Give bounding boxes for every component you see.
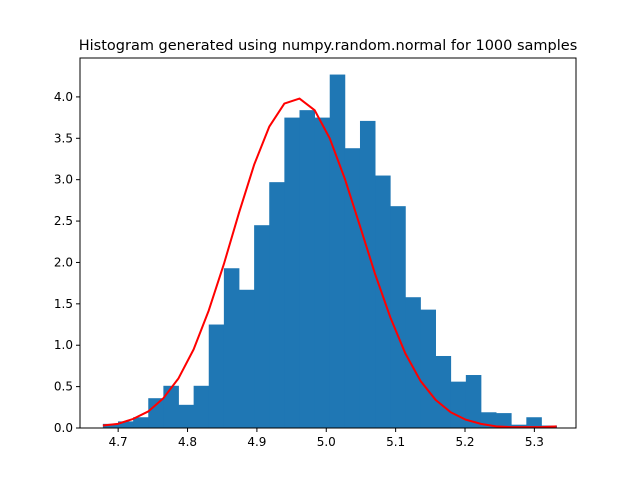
y-tick-label: 3.0 bbox=[54, 173, 73, 187]
histogram-bar bbox=[329, 74, 346, 429]
histogram-bar bbox=[254, 225, 270, 428]
density-line bbox=[102, 97, 557, 429]
histogram-bar bbox=[284, 117, 300, 428]
plot-frame bbox=[79, 57, 577, 429]
y-tick-label: 2.0 bbox=[54, 255, 73, 269]
histogram-bar bbox=[178, 404, 195, 428]
x-tick-label: 4.7 bbox=[109, 435, 128, 449]
x-axis-ticks: 4.7 4.8 4.9 5.0 5.1 5.2 5.3 bbox=[109, 428, 544, 449]
histogram-bar bbox=[526, 417, 542, 428]
histogram-bars bbox=[102, 74, 557, 429]
histogram-bar bbox=[269, 182, 285, 428]
histogram-bar bbox=[496, 413, 512, 428]
x-tick-label: 5.1 bbox=[386, 435, 405, 449]
histogram-bar bbox=[133, 417, 149, 428]
x-tick-label: 5.3 bbox=[525, 435, 544, 449]
histogram-bar bbox=[223, 268, 240, 428]
histogram-bar bbox=[148, 398, 164, 428]
histogram-bar bbox=[405, 297, 421, 428]
histogram-bar bbox=[465, 375, 482, 428]
y-tick-label: 1.5 bbox=[54, 297, 73, 311]
x-tick-label: 5.0 bbox=[317, 435, 336, 449]
x-tick-label: 4.8 bbox=[178, 435, 197, 449]
histogram-bar bbox=[118, 421, 134, 428]
histogram-bar bbox=[239, 289, 255, 428]
histogram-bar bbox=[375, 175, 391, 428]
histogram-bar bbox=[314, 117, 331, 428]
chart-title: Histogram generated using numpy.random.n… bbox=[79, 38, 578, 54]
y-tick-label: 0.5 bbox=[54, 380, 73, 394]
y-tick-label: 2.5 bbox=[54, 214, 73, 228]
histogram-bar bbox=[435, 355, 452, 428]
y-tick-label: 1.0 bbox=[54, 338, 73, 352]
y-axis-ticks: 0.0 0.5 1.0 1.5 2.0 2.5 3.0 3.5 4.0 bbox=[54, 90, 80, 435]
x-tick-label: 5.2 bbox=[455, 435, 474, 449]
density-curve bbox=[102, 97, 557, 429]
histogram-bar bbox=[344, 148, 361, 428]
histogram-bar bbox=[102, 423, 119, 428]
y-tick-label: 4.0 bbox=[54, 90, 73, 104]
histogram-bar bbox=[420, 309, 436, 428]
histogram-bar bbox=[450, 381, 467, 428]
histogram-bar bbox=[359, 120, 376, 428]
histogram-bar bbox=[163, 385, 179, 428]
histogram-bar bbox=[299, 110, 316, 429]
x-tick-label: 4.9 bbox=[247, 435, 266, 449]
histogram-bar bbox=[208, 324, 225, 428]
histogram-bar bbox=[390, 206, 406, 428]
y-tick-label: 3.5 bbox=[54, 131, 73, 145]
y-tick-label: 0.0 bbox=[54, 421, 73, 435]
histogram-bar bbox=[193, 385, 210, 428]
